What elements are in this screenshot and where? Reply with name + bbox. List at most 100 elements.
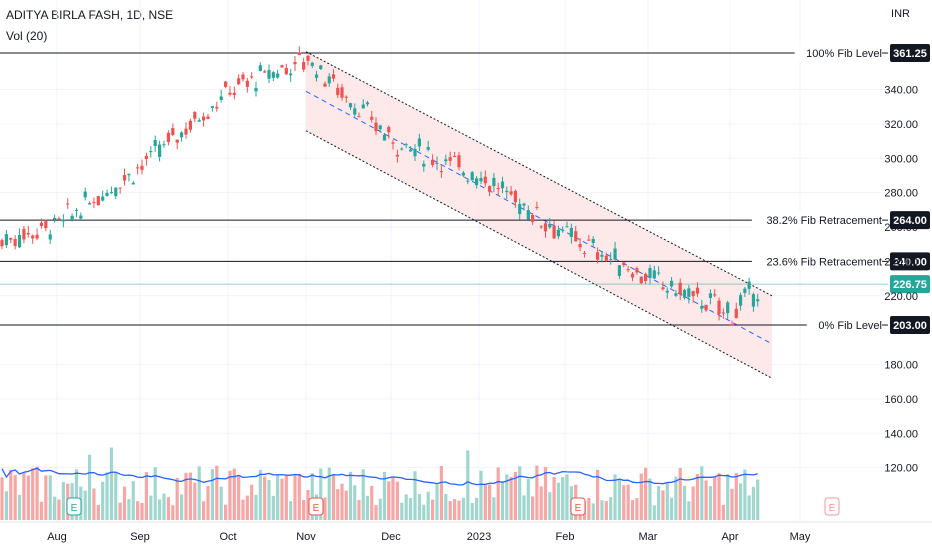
fib-level-label: 100% Fib Level [806, 48, 882, 60]
candle-body [687, 288, 691, 297]
candle-body [122, 175, 127, 181]
fib-level-label: 0% Fib Level [818, 320, 882, 332]
candle-body [224, 81, 228, 87]
candle-body [35, 234, 39, 239]
volume-bar [492, 497, 496, 520]
candle-body [378, 125, 382, 130]
candle-body [92, 202, 96, 204]
y-tick-label: 120.00 [884, 463, 918, 475]
volume-bar [48, 475, 52, 520]
volume-bar [743, 469, 747, 520]
candle-body [417, 138, 421, 147]
candle-body [53, 217, 57, 220]
candle-body [448, 157, 452, 161]
candle-body [661, 287, 665, 290]
volume-bar [171, 505, 175, 520]
volume-bar [466, 450, 470, 520]
candle-body [751, 294, 756, 307]
candle-body [26, 232, 30, 235]
candle-body [622, 262, 626, 266]
volume-bar [661, 490, 665, 520]
volume-bar [188, 472, 192, 520]
candle-body [31, 235, 35, 239]
y-tick-label: 180.00 [884, 360, 918, 372]
volume-bar [101, 481, 105, 520]
candle-body [413, 148, 417, 157]
fib-levels: 100% Fib Level 361.25 38.2% Fib Retracemen… [0, 44, 930, 334]
volume-bar [105, 472, 109, 520]
volume-bar [219, 486, 223, 520]
volume-bar [552, 477, 556, 520]
volume-bar [613, 474, 617, 520]
volume-bar [184, 472, 188, 520]
volume-bar [387, 481, 391, 520]
x-tick-label: Apr [721, 531, 738, 543]
volume-bar [500, 481, 505, 520]
candle-body [595, 252, 600, 260]
volume-bar [241, 499, 245, 520]
volume-bar [284, 475, 288, 520]
volume-bar [136, 501, 140, 520]
candle-body [756, 299, 760, 302]
candle-body [639, 276, 643, 284]
fib-level-value-badge [890, 44, 930, 63]
volume-bar [496, 467, 500, 520]
candle-body [74, 209, 79, 211]
volume-bar [293, 474, 297, 520]
volume-bar [413, 471, 417, 520]
volume-bar [193, 482, 197, 520]
volume-bar [271, 495, 275, 520]
volume-bar [306, 489, 310, 520]
volume-bar [439, 466, 443, 520]
volume-bar [140, 502, 144, 520]
candle-body [83, 191, 87, 198]
candle-body [543, 223, 548, 232]
earnings-marker [66, 497, 82, 516]
candle-body [61, 219, 65, 222]
volume-bar [444, 493, 448, 520]
candle-body [271, 72, 275, 78]
volume-bar [144, 472, 148, 520]
y-tick-label: 280.00 [884, 188, 918, 200]
candle-body [39, 222, 44, 226]
volume-bar [717, 473, 721, 520]
candle-body [644, 273, 648, 282]
candle-body [284, 68, 288, 75]
channel-middle-line [305, 90, 773, 345]
volume-bar [224, 504, 228, 520]
candle-body [365, 102, 370, 105]
volume-bar [180, 494, 184, 520]
fib-level-label-bg [806, 316, 882, 333]
last-price-value: 226.75 [893, 279, 927, 291]
fib-level-label-bg [751, 212, 882, 229]
x-tick-label: Sep [130, 531, 150, 543]
candle-body [105, 192, 109, 197]
candle-body [193, 112, 197, 119]
volume-indicator-label[interactable]: Vol (20) [6, 29, 48, 43]
candle-body [717, 300, 721, 315]
volume-bar [96, 505, 100, 520]
volume-bar [158, 499, 162, 520]
candle-body [713, 294, 717, 296]
volume-bar [331, 474, 336, 520]
candle-body [127, 173, 131, 176]
volume-bar [426, 491, 430, 520]
candle-body [276, 73, 280, 78]
candle-body [548, 223, 552, 228]
candle-body [22, 228, 26, 240]
candle-body [374, 122, 378, 132]
candle-body [314, 74, 319, 78]
candle-body [630, 273, 635, 278]
candle-body [409, 149, 413, 152]
volume-bar [197, 466, 201, 520]
candle-body [241, 74, 245, 80]
candle-body [439, 171, 443, 173]
candle-body [267, 70, 271, 79]
candle-body [565, 226, 569, 228]
volume-bar [289, 501, 293, 520]
volume-bar [669, 497, 674, 520]
candle-body [109, 191, 114, 193]
candle-body [293, 61, 297, 65]
last-price-badge [890, 275, 930, 294]
